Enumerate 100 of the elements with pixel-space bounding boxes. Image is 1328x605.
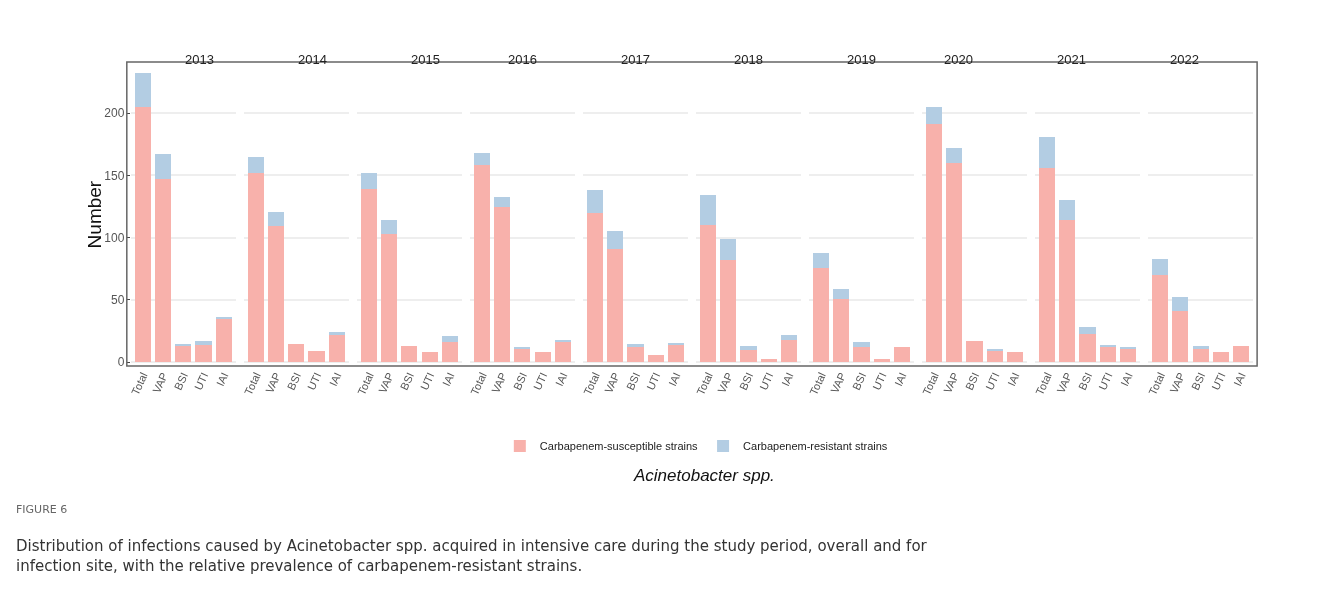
bar — [986, 351, 1003, 363]
bar — [554, 341, 571, 363]
bar — [1039, 136, 1056, 168]
bar — [1232, 346, 1250, 363]
bar — [966, 341, 983, 363]
x-tick-label: Total — [468, 370, 489, 397]
chart-title: 2015 — [411, 52, 440, 67]
chart-title: 2014 — [298, 52, 327, 67]
bar — [1152, 275, 1169, 363]
bar — [473, 152, 491, 166]
bar — [607, 231, 624, 249]
bar — [607, 248, 624, 363]
text: Distribution of infections caused by Acinetobacter spp. acquired in intensive care during the study period, overall and for infection site, with the relative prevalence of carbapenem-resistant strains. — [16, 537, 928, 575]
x-tick-label: BSI — [171, 370, 191, 392]
bar — [195, 344, 212, 363]
x-tick-label: BSI — [962, 370, 982, 392]
x-tick-label: BSI — [510, 370, 530, 392]
chart-title: 2017 — [621, 52, 650, 67]
bar — [946, 162, 963, 363]
bar — [1192, 346, 1209, 349]
x-tick-label: IAI — [440, 370, 457, 388]
x-tick-label: UTI — [304, 370, 324, 392]
x-tick-label: BSI — [1189, 370, 1208, 392]
bar — [288, 343, 305, 363]
bar — [1152, 258, 1169, 276]
bar — [534, 352, 551, 363]
bar — [554, 339, 571, 342]
x-tick-label: IAI — [553, 370, 570, 388]
x-tick-label: Total — [694, 370, 715, 397]
bar — [360, 189, 378, 363]
x-tick-label: UTI — [644, 370, 663, 392]
x-tick-label: UTI — [1209, 370, 1228, 392]
bar — [328, 334, 345, 363]
x-tick-label: VAP — [1167, 370, 1188, 395]
bar — [155, 154, 172, 180]
x-tick-label: VAP — [941, 370, 962, 395]
bar — [215, 318, 232, 363]
x-tick-label: BSI — [849, 370, 869, 392]
x-axis-title: Acinetobacter spp. — [633, 466, 775, 485]
x-tick-label: VAP — [1054, 370, 1075, 395]
bar — [134, 73, 152, 107]
x-tick-label: VAP — [715, 370, 736, 395]
x-tick-label: BSI — [397, 370, 417, 392]
bar — [155, 179, 172, 363]
x-tick-label: UTI — [1096, 370, 1115, 392]
x-tick-label: VAP — [150, 370, 170, 395]
bar — [1172, 311, 1189, 363]
chart-title: 2022 — [1170, 52, 1199, 67]
bar — [647, 354, 664, 363]
bar — [699, 195, 717, 226]
x-tick-label: BSI — [284, 370, 304, 392]
bar — [268, 211, 285, 227]
bar — [441, 342, 458, 363]
chart-title: 2020 — [944, 52, 973, 67]
x-tick-label: Total — [355, 370, 376, 397]
bar — [780, 339, 797, 363]
x-tick-label: Total — [1146, 370, 1167, 397]
bar — [813, 267, 830, 363]
bar — [1119, 348, 1137, 363]
bar — [247, 172, 265, 363]
x-tick-label: IAI — [666, 370, 683, 388]
x-tick-label: IAI — [779, 370, 796, 388]
x-tick-label: VAP — [263, 370, 283, 395]
x-tick-label: Total — [242, 370, 263, 397]
x-tick-label: IAI — [326, 370, 344, 388]
bar — [247, 156, 265, 173]
y-tick-label: 0 — [117, 355, 125, 370]
bar — [893, 347, 910, 363]
bar — [441, 336, 458, 343]
bar — [1059, 220, 1076, 363]
bar — [926, 106, 943, 125]
bar — [833, 298, 850, 363]
bar — [720, 260, 737, 363]
y-axis-title: Number — [84, 180, 106, 249]
x-tick-label: Total — [1033, 370, 1054, 397]
x-tick-label: Total — [807, 370, 828, 397]
bar — [360, 172, 378, 190]
x-tick-label: IAI — [1118, 370, 1135, 388]
bar — [740, 346, 757, 350]
bar — [494, 196, 511, 207]
x-tick-label: Total — [581, 370, 602, 397]
x-tick-label: Total — [129, 370, 150, 397]
bar — [813, 252, 830, 268]
bar — [1006, 352, 1024, 363]
chart-title: 2013 — [185, 52, 214, 67]
bar — [381, 233, 398, 363]
chart-title: 2016 — [508, 52, 537, 67]
x-tick-label: BSI — [736, 370, 756, 392]
bar — [853, 347, 870, 363]
bar — [586, 212, 604, 363]
bar — [780, 334, 797, 340]
x-tick-label: UTI — [191, 370, 211, 392]
bar — [699, 225, 717, 363]
chart-title: 2019 — [847, 52, 876, 67]
y-tick-label: 200 — [104, 106, 125, 121]
y-tick-label: 150 — [104, 168, 125, 183]
bar — [1079, 327, 1096, 334]
y-tick-label: 100 — [104, 230, 125, 245]
bar — [853, 342, 870, 348]
bar — [175, 346, 192, 363]
